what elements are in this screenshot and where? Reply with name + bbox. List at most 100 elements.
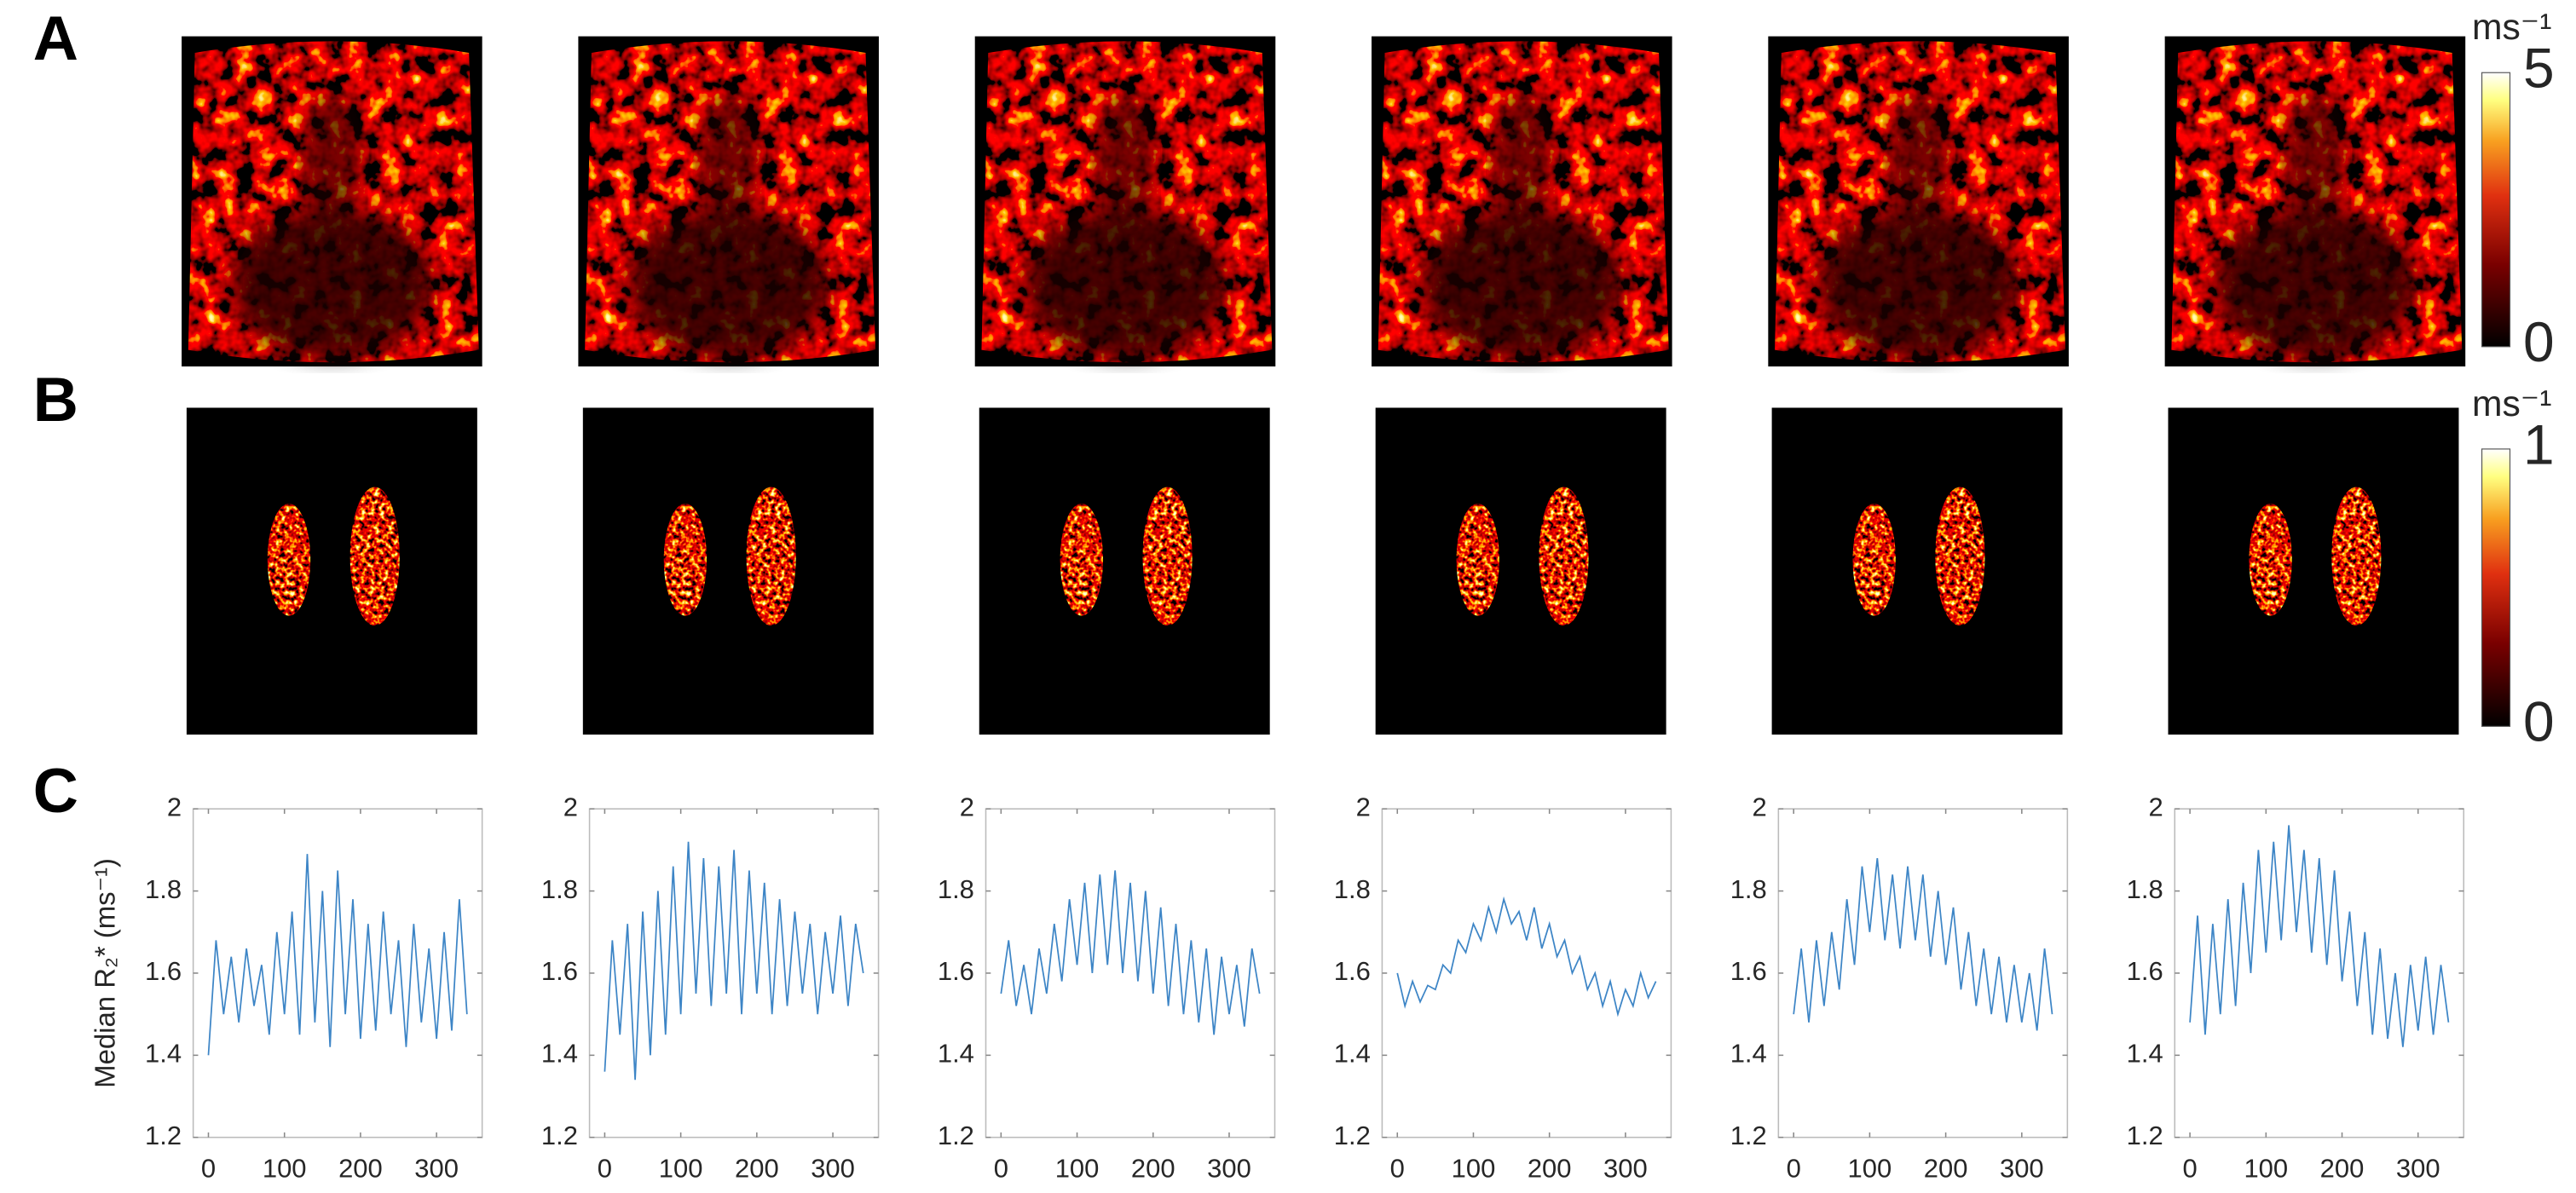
- mri-image: [182, 36, 482, 367]
- lung-map: [2249, 487, 2382, 626]
- y-tick-label: 1.4: [541, 1039, 578, 1069]
- dark-region: [233, 210, 431, 359]
- x-tick-label: 200: [1528, 1154, 1572, 1184]
- x-tick-label: 0: [1390, 1154, 1405, 1184]
- y-tick-label: 1.2: [145, 1121, 182, 1150]
- lung: [2249, 503, 2292, 616]
- y-tick-label: 1.4: [1730, 1039, 1767, 1069]
- lung: [1935, 487, 1985, 626]
- image-background: [1771, 407, 2063, 735]
- x-tick-label: 100: [1848, 1154, 1892, 1184]
- y-tick-label: 2: [2148, 792, 2163, 821]
- mri-image: [2168, 407, 2459, 735]
- x-tick-label: 300: [1207, 1154, 1251, 1184]
- y-tick-label: 1.6: [2127, 956, 2163, 986]
- panel-label: A: [33, 3, 78, 73]
- y-tick-label: 1.6: [938, 956, 974, 986]
- mri-image: [1768, 36, 2069, 367]
- x-tick-label: 100: [1055, 1154, 1100, 1184]
- x-tick-label: 300: [414, 1154, 459, 1184]
- dark-region: [1095, 94, 1155, 227]
- lung: [663, 503, 708, 616]
- lung-map: [663, 487, 796, 626]
- y-tick-label: 1.6: [541, 956, 578, 986]
- mri-image: [2164, 36, 2466, 367]
- x-tick-label: 300: [1603, 1154, 1648, 1184]
- x-tick-label: 200: [2320, 1154, 2365, 1184]
- dark-region: [2215, 210, 2415, 359]
- colorbar: [2481, 72, 2511, 348]
- y-tick-label: 2: [167, 792, 182, 821]
- y-tick-label: 2: [563, 792, 578, 821]
- dark-region: [1025, 210, 1225, 359]
- axes-box: [1777, 808, 2069, 1138]
- colorbar: [2481, 448, 2511, 727]
- x-tick-label: 0: [994, 1154, 1008, 1184]
- dark-region: [2285, 94, 2345, 227]
- lung-map: [1456, 487, 1589, 626]
- lung: [1539, 487, 1589, 626]
- colorbar-tick-label: 0: [2523, 310, 2555, 373]
- y-tick-label: 1.8: [1334, 874, 1371, 904]
- dark-region: [1492, 94, 1552, 227]
- lung: [1142, 487, 1193, 626]
- colorbar-tick-label: 0: [2523, 690, 2555, 753]
- x-tick-label: 300: [811, 1154, 855, 1184]
- axes-box: [192, 808, 483, 1138]
- x-tick-label: 0: [2182, 1154, 2197, 1184]
- y-tick-label: 1.8: [145, 874, 182, 904]
- data-line: [604, 841, 864, 1081]
- x-tick-label: 300: [2396, 1154, 2440, 1184]
- data-line: [2189, 825, 2450, 1047]
- dark-region: [1819, 210, 2018, 359]
- y-tick-label: 1.8: [2127, 874, 2163, 904]
- dark-region: [698, 94, 759, 227]
- x-tick-label: 100: [1452, 1154, 1496, 1184]
- mri-image: [578, 36, 879, 367]
- colorbar-unit: ms⁻¹: [2472, 383, 2551, 424]
- lung-map: [1060, 487, 1193, 626]
- mri-image: [974, 36, 1276, 367]
- lung-map: [1852, 487, 1985, 626]
- x-tick-label: 100: [263, 1154, 307, 1184]
- mri-image: [186, 407, 477, 735]
- lung-map: [267, 487, 400, 626]
- x-tick-label: 0: [201, 1154, 216, 1184]
- axes-box: [1381, 808, 1672, 1138]
- lung: [1852, 503, 1896, 616]
- mri-image: [1375, 407, 1666, 735]
- image-background: [979, 407, 1270, 735]
- y-tick-label: 1.6: [1334, 956, 1371, 986]
- y-tick-label: 1.4: [2127, 1039, 2163, 1069]
- dark-region: [629, 210, 828, 359]
- data-line: [207, 854, 468, 1056]
- lung: [2331, 487, 2382, 626]
- x-tick-label: 100: [659, 1154, 703, 1184]
- lung: [1456, 503, 1499, 616]
- y-tick-label: 1.2: [1730, 1121, 1767, 1150]
- panel-label: B: [33, 364, 78, 435]
- y-tick-label: 1.2: [938, 1121, 974, 1150]
- data-line: [1793, 857, 2053, 1031]
- y-tick-label: 2: [960, 792, 974, 821]
- axes-box: [985, 808, 1276, 1138]
- image-background: [1375, 407, 1666, 735]
- y-tick-label: 1.8: [541, 874, 578, 904]
- data-line: [1000, 870, 1261, 1035]
- dark-region: [1888, 94, 1949, 227]
- x-tick-label: 200: [338, 1154, 383, 1184]
- mri-image: [1771, 407, 2063, 735]
- data-line: [1396, 896, 1657, 1017]
- y-tick-label: 1.4: [1334, 1039, 1371, 1069]
- y-tick-label: 1.8: [1730, 874, 1767, 904]
- y-tick-label: 1.6: [145, 956, 182, 986]
- y-tick-label: 2: [1753, 792, 1767, 821]
- mri-image: [979, 407, 1270, 735]
- colorbar-tick-label: 1: [2523, 412, 2555, 475]
- y-tick-label: 2: [1356, 792, 1371, 821]
- panel-label: C: [33, 755, 78, 826]
- x-tick-label: 200: [1131, 1154, 1175, 1184]
- image-background: [582, 407, 874, 735]
- y-tick-label: 1.2: [1334, 1121, 1371, 1150]
- image-background: [2168, 407, 2459, 735]
